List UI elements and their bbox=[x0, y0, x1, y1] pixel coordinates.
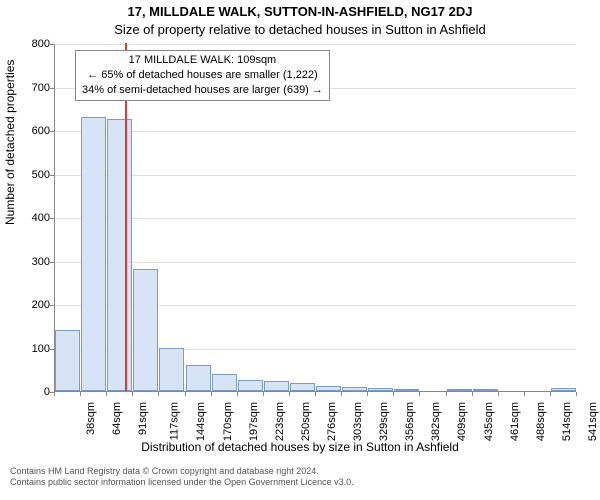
xtick-label: 250sqm bbox=[300, 402, 312, 441]
histogram-bar bbox=[368, 388, 393, 391]
xtick-label: 223sqm bbox=[274, 402, 286, 441]
plot-area: 17 MILLDALE WALK: 109sqm ← 65% of detach… bbox=[54, 44, 576, 392]
xtick-mark bbox=[419, 392, 420, 396]
xtick-mark bbox=[54, 392, 55, 396]
x-axis-label: Distribution of detached houses by size … bbox=[0, 440, 600, 454]
ytick-mark bbox=[50, 218, 54, 219]
xtick-mark bbox=[158, 392, 159, 396]
info-line-1: 17 MILLDALE WALK: 109sqm bbox=[82, 53, 323, 68]
histogram-bar bbox=[316, 386, 341, 391]
xtick-mark bbox=[211, 392, 212, 396]
ytick-mark bbox=[50, 305, 54, 306]
gridline bbox=[55, 175, 576, 176]
xtick-mark bbox=[185, 392, 186, 396]
histogram-bar bbox=[55, 330, 80, 391]
histogram-bar bbox=[133, 269, 158, 391]
xtick-mark bbox=[576, 392, 577, 396]
ytick-label: 700 bbox=[10, 82, 50, 94]
xtick-label: 488sqm bbox=[535, 402, 547, 441]
histogram-bar bbox=[238, 380, 263, 391]
histogram-bar bbox=[159, 348, 184, 392]
ytick-mark bbox=[50, 262, 54, 263]
xtick-label: 541sqm bbox=[587, 402, 599, 441]
xtick-mark bbox=[472, 392, 473, 396]
attribution: Contains HM Land Registry data © Crown c… bbox=[10, 466, 354, 489]
xtick-label: 514sqm bbox=[561, 402, 573, 441]
xtick-mark bbox=[237, 392, 238, 396]
ytick-mark bbox=[50, 88, 54, 89]
xtick-label: 461sqm bbox=[509, 402, 521, 441]
info-line-3: 34% of semi-detached houses are larger (… bbox=[82, 83, 323, 98]
xtick-label: 64sqm bbox=[111, 402, 123, 435]
ytick-label: 800 bbox=[10, 38, 50, 50]
gridline bbox=[55, 131, 576, 132]
ytick-label: 300 bbox=[10, 256, 50, 268]
xtick-mark bbox=[80, 392, 81, 396]
attribution-line-2: Contains public sector information licen… bbox=[10, 477, 354, 488]
info-box: 17 MILLDALE WALK: 109sqm ← 65% of detach… bbox=[75, 50, 330, 101]
xtick-label: 144sqm bbox=[196, 402, 208, 441]
ytick-mark bbox=[50, 175, 54, 176]
ytick-label: 100 bbox=[10, 343, 50, 355]
info-line-2: ← 65% of detached houses are smaller (1,… bbox=[82, 68, 323, 83]
ytick-label: 0 bbox=[10, 386, 50, 398]
histogram-bar bbox=[394, 389, 419, 391]
histogram-bar bbox=[447, 389, 472, 391]
xtick-mark bbox=[106, 392, 107, 396]
gridline bbox=[55, 44, 576, 45]
xtick-label: 435sqm bbox=[483, 402, 495, 441]
xtick-mark bbox=[315, 392, 316, 396]
xtick-label: 170sqm bbox=[222, 402, 234, 441]
histogram-bar bbox=[81, 117, 106, 391]
ytick-mark bbox=[50, 44, 54, 45]
ytick-label: 400 bbox=[10, 212, 50, 224]
histogram-bar bbox=[290, 383, 315, 391]
chart-title-main: 17, MILLDALE WALK, SUTTON-IN-ASHFIELD, N… bbox=[0, 4, 600, 19]
histogram-bar bbox=[473, 389, 498, 391]
xtick-mark bbox=[393, 392, 394, 396]
histogram-bar bbox=[342, 387, 367, 391]
xtick-label: 303sqm bbox=[352, 402, 364, 441]
xtick-label: 409sqm bbox=[457, 402, 469, 441]
xtick-label: 382sqm bbox=[430, 402, 442, 441]
ytick-label: 500 bbox=[10, 169, 50, 181]
xtick-label: 356sqm bbox=[404, 402, 416, 441]
ytick-mark bbox=[50, 131, 54, 132]
xtick-mark bbox=[341, 392, 342, 396]
xtick-label: 197sqm bbox=[248, 402, 260, 441]
attribution-line-1: Contains HM Land Registry data © Crown c… bbox=[10, 466, 354, 477]
xtick-mark bbox=[498, 392, 499, 396]
xtick-mark bbox=[289, 392, 290, 396]
chart-container: 17, MILLDALE WALK, SUTTON-IN-ASHFIELD, N… bbox=[0, 0, 600, 500]
histogram-bar bbox=[186, 365, 211, 391]
xtick-label: 91sqm bbox=[137, 402, 149, 435]
xtick-mark bbox=[524, 392, 525, 396]
xtick-label: 276sqm bbox=[326, 402, 338, 441]
ytick-label: 200 bbox=[10, 299, 50, 311]
xtick-mark bbox=[550, 392, 551, 396]
xtick-mark bbox=[367, 392, 368, 396]
gridline bbox=[55, 262, 576, 263]
xtick-mark bbox=[132, 392, 133, 396]
xtick-label: 329sqm bbox=[378, 402, 390, 441]
ytick-label: 600 bbox=[10, 125, 50, 137]
xtick-mark bbox=[263, 392, 264, 396]
histogram-bar bbox=[212, 374, 237, 391]
histogram-bar bbox=[264, 381, 289, 391]
xtick-mark bbox=[446, 392, 447, 396]
chart-title-sub: Size of property relative to detached ho… bbox=[0, 22, 600, 37]
xtick-label: 38sqm bbox=[85, 402, 97, 435]
histogram-bar bbox=[551, 388, 576, 391]
ytick-mark bbox=[50, 349, 54, 350]
histogram-bar bbox=[107, 119, 132, 391]
gridline bbox=[55, 218, 576, 219]
xtick-label: 117sqm bbox=[169, 402, 181, 440]
